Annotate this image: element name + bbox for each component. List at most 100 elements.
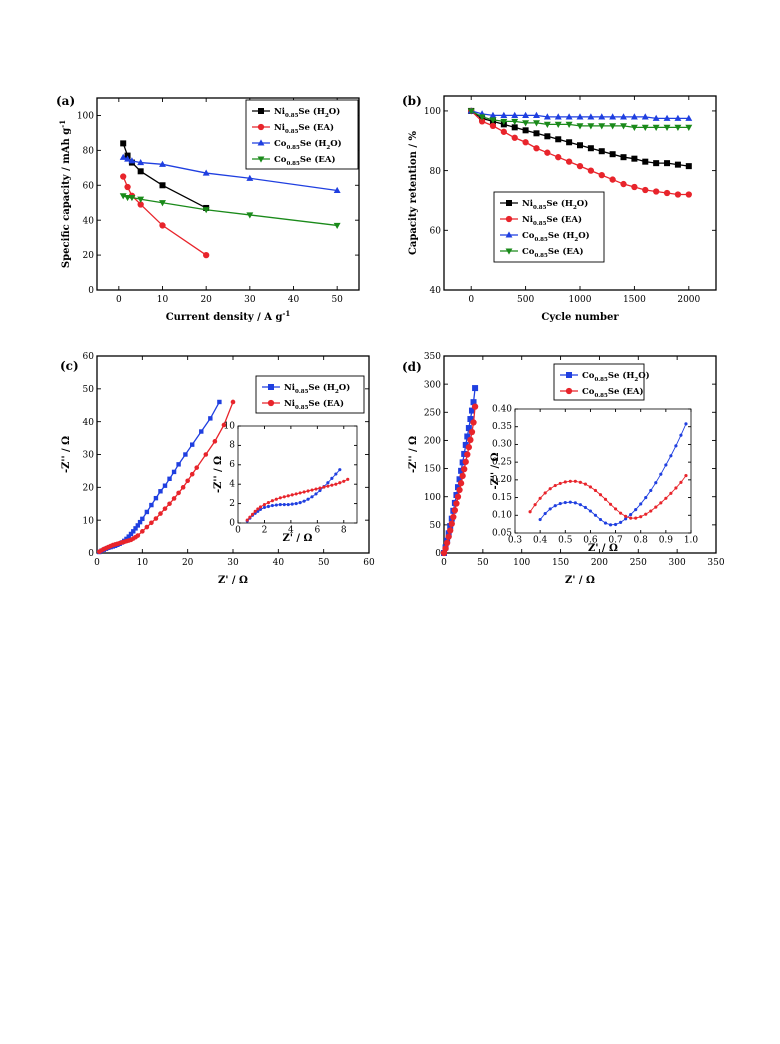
y-tick-label: 40 bbox=[83, 216, 95, 226]
legend-label-part: O) bbox=[329, 106, 340, 117]
y-tick-label: 150 bbox=[424, 465, 441, 475]
legend-label-part: Ni bbox=[274, 107, 286, 117]
data-point bbox=[684, 422, 688, 426]
y-tick-label: 10 bbox=[83, 516, 95, 526]
data-point bbox=[563, 500, 567, 505]
legend-label-part: Co bbox=[522, 247, 535, 257]
y-tick-label: 8 bbox=[229, 441, 235, 451]
data-point bbox=[346, 477, 350, 481]
data-point bbox=[674, 161, 681, 168]
data-point bbox=[314, 487, 318, 491]
data-point bbox=[135, 523, 140, 528]
x-tick-label: 0.9 bbox=[659, 536, 674, 546]
x-tick-label: 0.5 bbox=[558, 536, 573, 546]
data-point bbox=[608, 523, 613, 527]
x-tick-label: 0 bbox=[94, 558, 100, 568]
data-point bbox=[464, 451, 471, 458]
legend-marker bbox=[505, 215, 513, 223]
legend-label-part: Co bbox=[582, 371, 595, 381]
data-point bbox=[624, 514, 628, 518]
data-point bbox=[120, 140, 127, 147]
legend-marker bbox=[257, 139, 265, 146]
data-point bbox=[270, 499, 274, 503]
data-point bbox=[641, 113, 649, 120]
inset-frame bbox=[514, 408, 692, 534]
y-tick-label: 20 bbox=[83, 483, 95, 493]
data-point bbox=[649, 509, 653, 513]
legend-label-part: Se (EA) bbox=[608, 386, 644, 397]
legend-marker bbox=[505, 248, 513, 255]
series-co0-85se-ea- bbox=[467, 108, 693, 131]
data-point bbox=[674, 486, 678, 490]
data-point bbox=[659, 472, 663, 476]
data-point bbox=[199, 429, 204, 434]
data-point bbox=[298, 501, 302, 505]
data-point bbox=[620, 154, 627, 161]
y-axis-label-sup: -1 bbox=[58, 120, 67, 128]
y-tick-label: 30 bbox=[83, 451, 95, 461]
legend-label-sub: 0.85 bbox=[285, 113, 299, 119]
data-point bbox=[620, 180, 627, 188]
data-point bbox=[266, 504, 270, 509]
data-point bbox=[587, 123, 595, 130]
y-axis-label: Capacity retention / % bbox=[408, 130, 419, 255]
data-point bbox=[246, 212, 254, 219]
data-point bbox=[659, 501, 663, 505]
data-point bbox=[684, 474, 688, 478]
y-tick-label: 80 bbox=[83, 147, 95, 157]
y-tick-label: 100 bbox=[424, 107, 441, 117]
x-tick-label: 2 bbox=[262, 526, 268, 536]
legend-box bbox=[493, 191, 605, 263]
data-point bbox=[598, 113, 606, 120]
data-point bbox=[620, 123, 627, 130]
data-point bbox=[593, 513, 598, 517]
data-point bbox=[467, 108, 475, 115]
data-point bbox=[458, 467, 465, 474]
data-point bbox=[149, 520, 154, 526]
legend-label-sub: 2 bbox=[574, 237, 578, 243]
data-point bbox=[642, 186, 649, 194]
data-point bbox=[573, 479, 577, 483]
data-point bbox=[470, 399, 477, 406]
data-point bbox=[641, 124, 649, 131]
data-point bbox=[159, 222, 166, 229]
data-point bbox=[652, 124, 660, 131]
data-point bbox=[598, 493, 603, 497]
series-co0-85se-h2o- bbox=[538, 422, 688, 527]
data-point bbox=[598, 517, 603, 522]
x-tick-label: 0.4 bbox=[533, 536, 548, 546]
data-point bbox=[153, 516, 159, 521]
legend-label-part: Se (EA) bbox=[300, 154, 336, 165]
x-axis-label: Z' / Ω bbox=[218, 575, 248, 586]
data-point bbox=[587, 145, 594, 152]
x-tick-label: 20 bbox=[182, 558, 194, 568]
data-point bbox=[318, 486, 322, 490]
x-tick-label: 50 bbox=[477, 558, 489, 568]
legend-label-part: Co bbox=[274, 155, 287, 165]
data-point bbox=[533, 503, 537, 507]
x-tick-label: 100 bbox=[513, 558, 530, 568]
y-tick-label: 0 bbox=[88, 286, 94, 296]
x-axis-label: Z' / Ω bbox=[588, 543, 618, 554]
data-point bbox=[603, 521, 608, 525]
data-point bbox=[548, 507, 552, 511]
data-point bbox=[462, 441, 469, 448]
y-tick-label: 350 bbox=[424, 352, 441, 362]
data-point bbox=[120, 173, 127, 180]
x-axis-label: Z' / Ω bbox=[565, 575, 595, 586]
legend-label-part: O) bbox=[578, 230, 589, 241]
data-point bbox=[563, 480, 567, 484]
data-point bbox=[274, 497, 278, 501]
data-point bbox=[158, 511, 163, 516]
data-point bbox=[467, 416, 474, 423]
legend-label-part: Ni bbox=[284, 383, 296, 393]
series-line bbox=[246, 478, 348, 521]
data-point bbox=[162, 483, 168, 488]
x-tick-label: 2000 bbox=[677, 295, 700, 305]
legend-box bbox=[255, 375, 365, 414]
x-tick-label: 0.3 bbox=[508, 536, 523, 546]
data-point bbox=[629, 516, 633, 520]
data-point bbox=[194, 465, 200, 470]
legend-label-part: Ni bbox=[284, 399, 296, 409]
data-point bbox=[248, 515, 252, 519]
